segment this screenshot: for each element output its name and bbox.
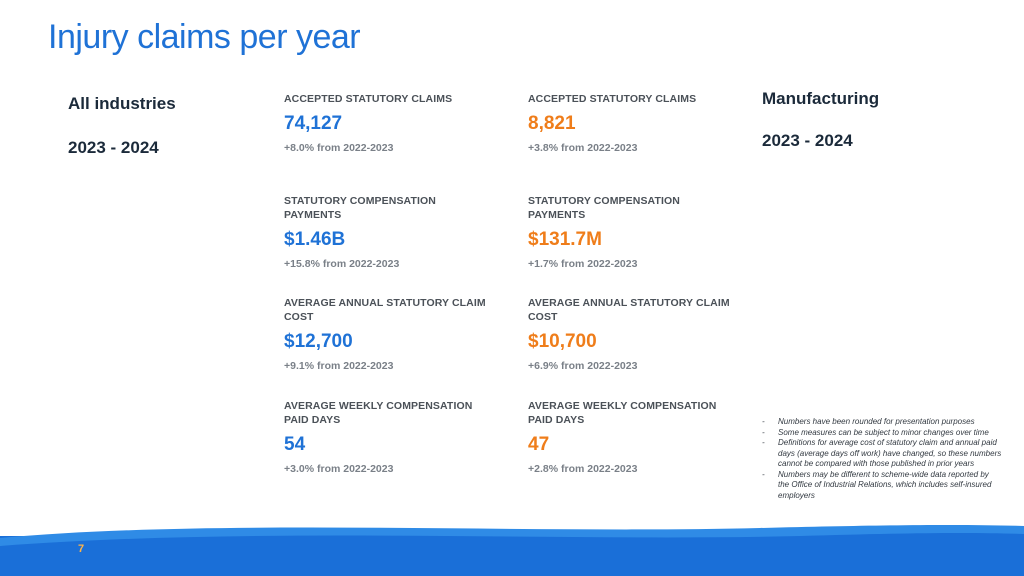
all-industries-heading: All industries — [68, 94, 176, 113]
metric-change: +3.8% from 2022-2023 — [528, 142, 638, 154]
metric-label: AVERAGE ANNUAL STATUTORY CLAIM COST — [284, 297, 486, 323]
metric-label: AVERAGE ANNUAL STATUTORY CLAIM COST — [528, 297, 730, 323]
metric-label: AVERAGE WEEKLY COMPENSATION PAID DAYS — [528, 400, 717, 426]
metric-value: 74,127 — [284, 113, 343, 134]
metric-label: STATUTORY COMPENSATION PAYMENTS — [284, 195, 436, 221]
manufacturing-heading: Manufacturing — [762, 89, 880, 108]
metric-value: $1.46B — [284, 229, 346, 250]
all-accepted-claims-card: ACCEPTED STATUTORY CLAIMS 74,127 +8.0% f… — [284, 92, 499, 154]
metric-change: +6.9% from 2022-2023 — [528, 360, 638, 372]
page-number: 7 — [78, 543, 85, 555]
footer-wave-band — [0, 524, 1024, 576]
metric-change: +9.1% from 2022-2023 — [284, 360, 394, 372]
footnote-item: Numbers have been rounded for presentati… — [762, 417, 1002, 428]
manufacturing-period: 2023 - 2024 — [762, 131, 853, 150]
footnote-item: Numbers may be different to scheme-wide … — [762, 470, 1002, 502]
footnotes-list: Numbers have been rounded for presentati… — [762, 417, 1002, 501]
footer-wave-dark — [0, 532, 1024, 576]
metric-label: AVERAGE WEEKLY COMPENSATION PAID DAYS — [284, 400, 473, 426]
mfg-average-claim-cost-card: AVERAGE ANNUAL STATUTORY CLAIM COST $10,… — [528, 296, 743, 372]
all-average-claim-cost-card: AVERAGE ANNUAL STATUTORY CLAIM COST $12,… — [284, 296, 499, 372]
metric-change: +8.0% from 2022-2023 — [284, 142, 394, 154]
mfg-accepted-claims-card: ACCEPTED STATUTORY CLAIMS 8,821 +3.8% fr… — [528, 92, 743, 154]
metric-change: +3.0% from 2022-2023 — [284, 463, 394, 475]
metric-value: $131.7M — [528, 229, 602, 250]
mfg-weekly-paid-days-card: AVERAGE WEEKLY COMPENSATION PAID DAYS 47… — [528, 399, 743, 475]
metric-value: $10,700 — [528, 331, 597, 352]
metric-value: 47 — [528, 434, 550, 455]
footnote-item: Some measures can be subject to minor ch… — [762, 428, 1002, 439]
metric-value: 54 — [284, 434, 306, 455]
all-compensation-payments-card: STATUTORY COMPENSATION PAYMENTS $1.46B +… — [284, 194, 499, 270]
metric-change: +15.8% from 2022-2023 — [284, 258, 400, 270]
all-industries-period: 2023 - 2024 — [68, 138, 159, 157]
mfg-compensation-payments-card: STATUTORY COMPENSATION PAYMENTS $131.7M … — [528, 194, 743, 270]
metric-label: STATUTORY COMPENSATION PAYMENTS — [528, 195, 680, 221]
footnote-item: Definitions for average cost of statutor… — [762, 438, 1002, 470]
metric-change: +2.8% from 2022-2023 — [528, 463, 638, 475]
metric-value: $12,700 — [284, 331, 353, 352]
page-title: Injury claims per year — [48, 18, 361, 56]
metric-value: 8,821 — [528, 113, 576, 134]
metric-change: +1.7% from 2022-2023 — [528, 258, 638, 270]
all-weekly-paid-days-card: AVERAGE WEEKLY COMPENSATION PAID DAYS 54… — [284, 399, 499, 475]
metric-label: ACCEPTED STATUTORY CLAIMS — [528, 93, 697, 105]
metric-label: ACCEPTED STATUTORY CLAIMS — [284, 93, 453, 105]
